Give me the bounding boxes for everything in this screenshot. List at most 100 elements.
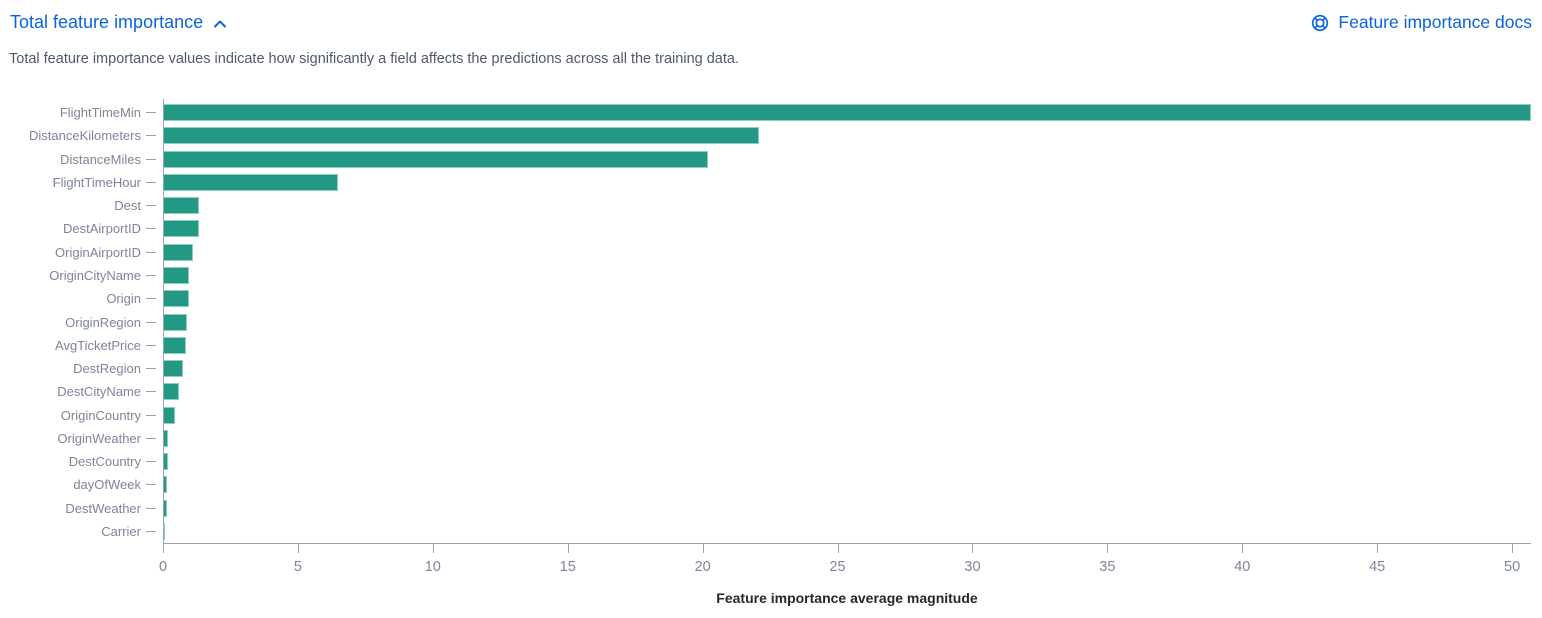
bar-zone [163,380,1531,403]
importance-bar[interactable] [163,290,189,308]
y-tick-mark [146,158,156,160]
bar-zone [163,450,1531,473]
chart-rows: FlightTimeMin DistanceKilometers DistanceM… [0,101,1531,543]
importance-bar[interactable] [163,453,168,471]
chart-row: DestCityName [0,380,1531,403]
bar-zone [163,403,1531,426]
y-tick-cell [141,368,163,370]
x-tick-mark [972,544,974,553]
y-tick-mark [146,461,156,463]
importance-bar[interactable] [163,266,190,284]
bar-zone [163,473,1531,496]
y-tick-mark [146,321,156,323]
y-tick-cell [141,158,163,160]
chart-row: DestRegion [0,357,1531,380]
panel-header: Total feature importance [10,12,1532,33]
chevron-up-icon [212,14,228,32]
x-tick-mark [1512,544,1514,553]
importance-bar[interactable] [163,476,168,494]
y-axis-line [163,99,164,544]
y-tick-cell [141,530,163,532]
y-tick-mark [146,391,156,393]
importance-bar[interactable] [163,383,180,401]
y-axis-label: DestRegion [73,361,141,377]
y-tick-cell [141,484,163,486]
x-tick-mark [702,544,704,553]
y-axis-label: OriginAirportID [55,244,141,260]
bar-zone [163,101,1531,124]
x-tick-label: 15 [559,559,576,575]
importance-bar[interactable] [163,243,193,261]
y-tick-cell [141,112,163,114]
importance-bar[interactable] [163,150,709,168]
chart-row: DistanceMiles [0,148,1531,171]
importance-bar[interactable] [163,220,199,238]
y-axis-label: DistanceMiles [60,151,141,167]
y-tick-cell [141,205,163,207]
y-tick-cell [141,321,163,323]
x-tick-mark [432,544,434,553]
y-axis-label: OriginWeather [57,430,141,446]
chart-row: FlightTimeMin [0,101,1531,124]
y-tick-cell [141,437,163,439]
importance-bar[interactable] [163,313,188,331]
x-axis-line [163,543,1531,544]
y-tick-cell [141,344,163,346]
importance-bar[interactable] [163,197,200,215]
importance-bar[interactable] [163,429,169,447]
y-tick-cell [141,274,163,276]
importance-bar[interactable] [163,499,168,517]
x-tick-label: 10 [424,559,441,575]
bar-zone [163,520,1531,543]
y-axis-label: DestCountry [68,454,141,470]
y-axis-label: FlightTimeMin [59,105,141,121]
x-axis-title: Feature importance average magnitude [716,590,978,606]
feature-importance-docs-link[interactable]: Feature importance docs [1310,12,1532,33]
x-axis-ticks: 0 5 10 15 20 25 30 35 40 45 50 [159,544,1531,584]
y-tick-mark [146,437,156,439]
bar-zone [163,427,1531,450]
y-tick-cell [141,181,163,183]
importance-bar[interactable] [163,173,339,191]
x-tick-label: 20 [694,559,711,575]
y-axis-label: FlightTimeHour [52,174,141,190]
chart-row: OriginCountry [0,403,1531,426]
lifebuoy-docs-icon [1310,13,1330,33]
y-tick-cell [141,251,163,253]
y-axis-label: DistanceKilometers [29,128,141,144]
y-tick-mark [146,181,156,183]
x-tick-label: 25 [829,559,846,575]
chart-row: OriginCityName [0,264,1531,287]
importance-bar[interactable] [163,104,1531,122]
chart-row: OriginAirportID [0,241,1531,264]
y-axis-label: Dest [114,198,141,214]
importance-bar[interactable] [163,406,176,424]
x-tick-mark [1242,544,1244,553]
y-axis-label: DestAirportID [62,221,141,237]
x-tick-label: 45 [1369,559,1386,575]
y-axis-label: Origin [106,291,141,307]
importance-bar[interactable] [163,127,760,145]
x-tick-label: 5 [293,559,302,575]
importance-bar[interactable] [163,336,186,354]
x-tick-mark [567,544,569,553]
y-tick-mark [146,344,156,346]
y-tick-cell [141,507,163,509]
bar-zone [163,241,1531,264]
importance-bar[interactable] [163,360,183,378]
chart-row: FlightTimeHour [0,171,1531,194]
y-axis-label: OriginRegion [65,314,141,330]
chart-row: DestWeather [0,497,1531,520]
y-axis-label: DestWeather [65,500,141,516]
bar-zone [163,310,1531,333]
chart-row: OriginRegion [0,310,1531,333]
x-tick-label: 35 [1099,559,1116,575]
x-tick-label: 0 [158,559,168,575]
y-tick-cell [141,414,163,416]
y-tick-cell [141,135,163,137]
y-axis-label: AvgTicketPrice [55,337,141,353]
bar-zone [163,148,1531,171]
total-feature-importance-accordion-toggle[interactable]: Total feature importance [10,12,228,33]
y-axis-label: OriginCountry [60,407,141,423]
y-tick-mark [146,484,156,486]
